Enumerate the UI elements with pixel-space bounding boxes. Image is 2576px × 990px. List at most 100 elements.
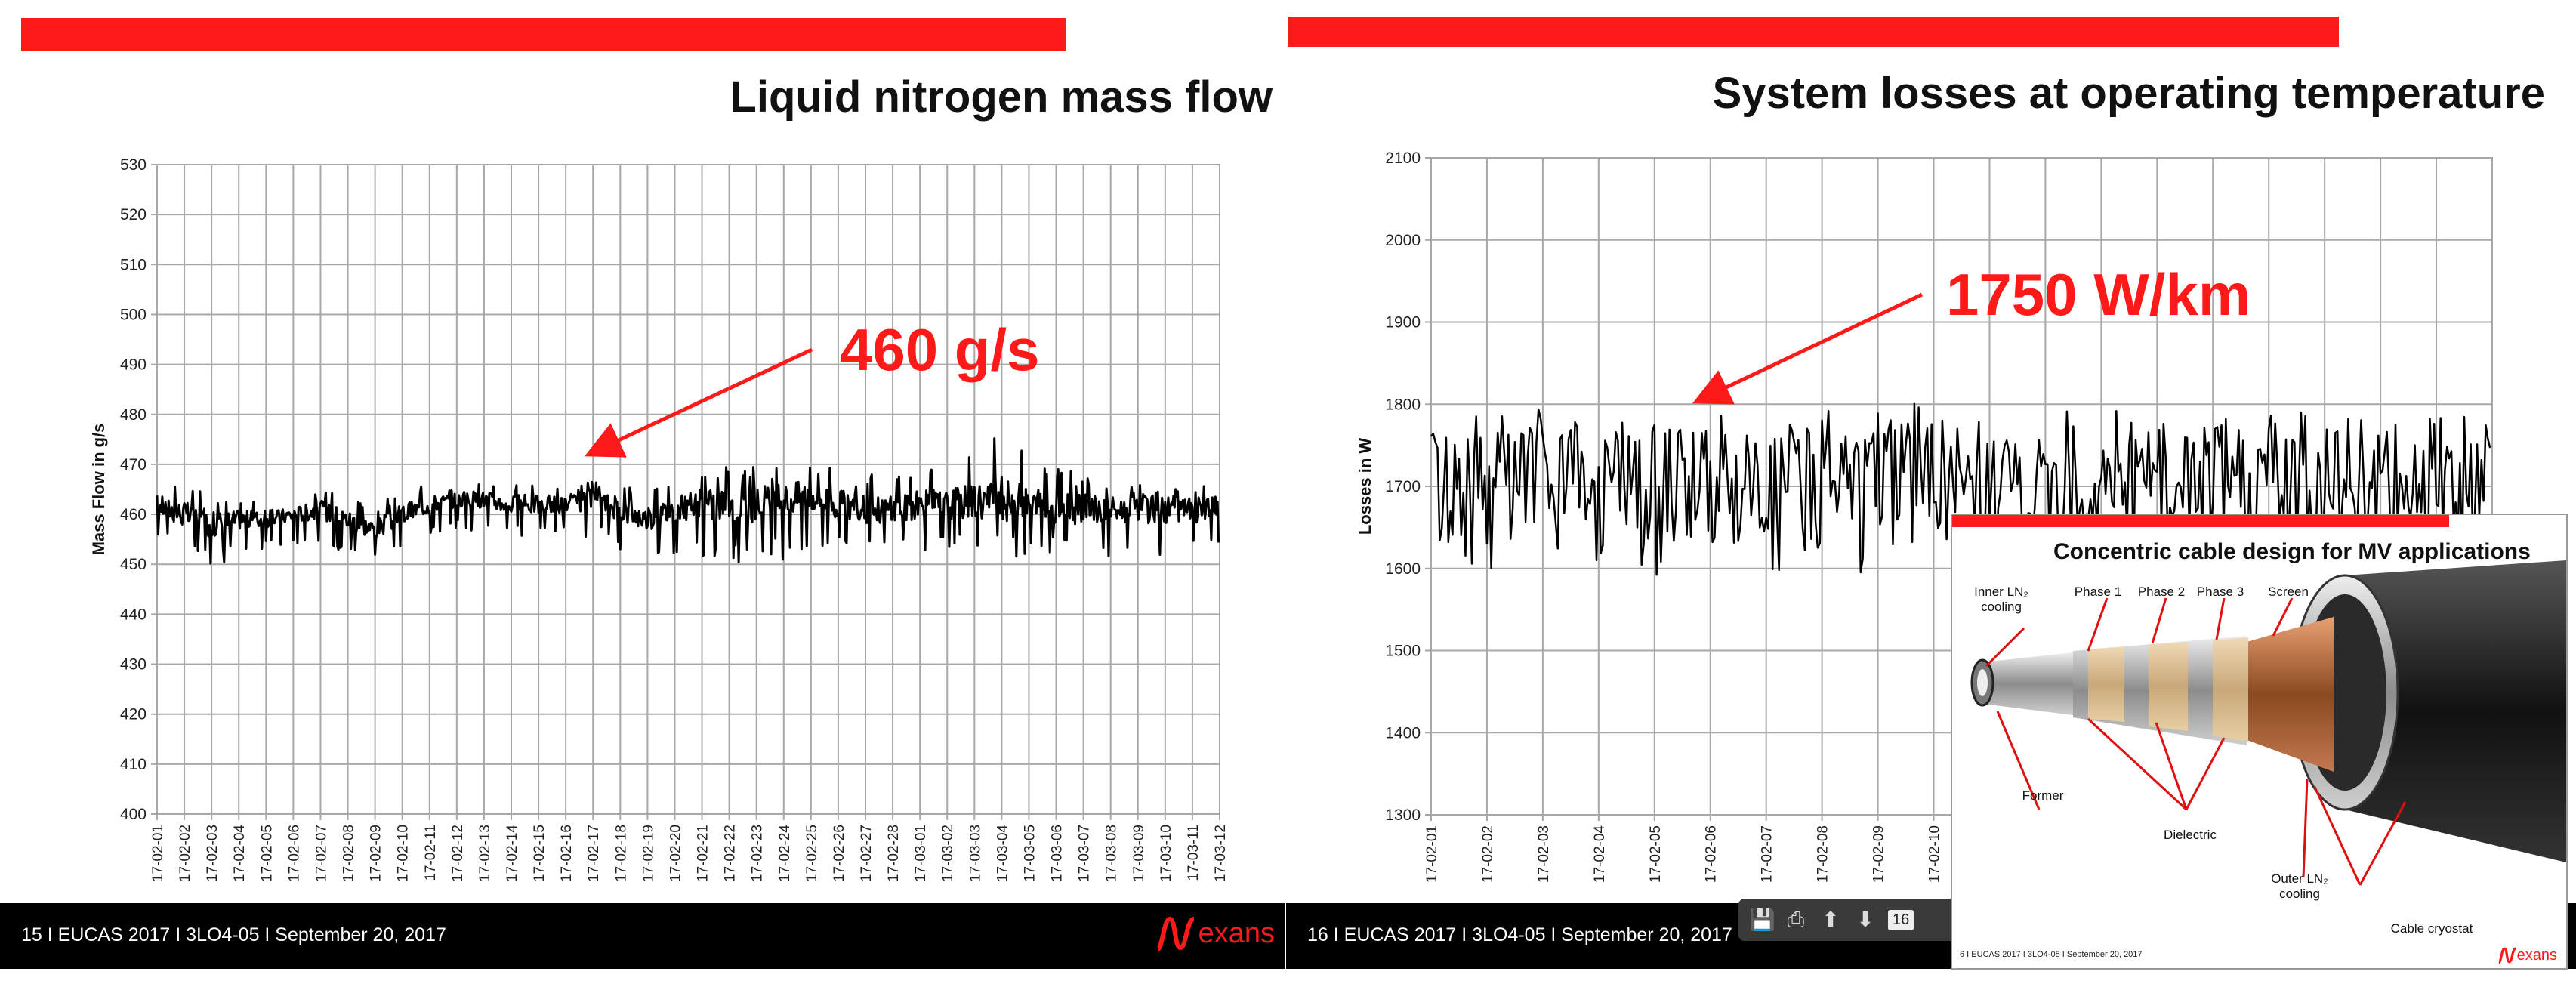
y-tick-label: 410 bbox=[120, 756, 147, 773]
y-tick-label: 1600 bbox=[1385, 560, 1421, 578]
y-tick-label: 1400 bbox=[1385, 724, 1421, 742]
y-tick-label: 430 bbox=[120, 656, 147, 674]
x-tick-label: 17-03-06 bbox=[1050, 825, 1066, 882]
viewer-toolbar: 💾 ⎙ ⬆ ⬇ 16 bbox=[1738, 899, 1986, 941]
nexans-wave-icon bbox=[1155, 916, 1195, 951]
x-tick-label: 17-02-08 bbox=[1816, 825, 1831, 883]
x-tick-label: 17-02-02 bbox=[1480, 825, 1496, 883]
arrow-up-icon[interactable]: ⬆ bbox=[1822, 908, 1840, 931]
inset-footer-text: 6 I EUCAS 2017 I 3LO4-05 I September 20,… bbox=[1960, 950, 2143, 959]
inset-title: Concentric cable design for MV applicati… bbox=[2053, 539, 2531, 564]
y-tick-label: 530 bbox=[120, 156, 147, 174]
left-nexans-logo: exans bbox=[1155, 912, 1275, 955]
x-tick-label: 17-03-04 bbox=[995, 825, 1010, 882]
x-tick-label: 17-02-26 bbox=[831, 825, 847, 882]
x-tick-label: 17-02-07 bbox=[1760, 825, 1775, 883]
y-axis-label: Mass Flow in g/s bbox=[89, 424, 108, 556]
x-tick-label: 17-02-12 bbox=[450, 825, 466, 882]
x-tick-label: 17-02-15 bbox=[532, 825, 548, 882]
label-phase-1: Phase 1 bbox=[2074, 584, 2122, 599]
label-inner-cooling: Inner LN₂ cooling bbox=[1974, 584, 2028, 614]
x-tick-label: 17-02-07 bbox=[313, 825, 329, 882]
label-former: Former bbox=[2022, 788, 2064, 803]
y-tick-label: 450 bbox=[120, 556, 147, 573]
label-phase-3: Phase 3 bbox=[2196, 584, 2244, 599]
x-tick-label: 17-02-23 bbox=[750, 825, 766, 882]
x-tick-label: 17-02-11 bbox=[423, 825, 439, 881]
left-brand-text: exans bbox=[1198, 917, 1275, 949]
x-tick-label: 17-02-03 bbox=[205, 825, 221, 882]
y-tick-label: 520 bbox=[120, 206, 147, 224]
y-tick-label: 480 bbox=[120, 406, 147, 424]
right-footer-text: 16 I EUCAS 2017 I 3LO4-05 I September 20… bbox=[1307, 924, 1732, 945]
y-tick-label: 2100 bbox=[1385, 150, 1421, 167]
label-cable-cryostat: Cable cryostat bbox=[2390, 921, 2473, 936]
label-outer-cooling: Outer LN₂ cooling bbox=[2271, 871, 2328, 901]
x-tick-label: 17-02-01 bbox=[1424, 825, 1440, 883]
x-tick-label: 17-03-03 bbox=[967, 825, 983, 882]
left-callout-arrow bbox=[584, 347, 813, 458]
x-tick-label: 17-03-05 bbox=[1022, 825, 1038, 882]
x-tick-label: 17-02-09 bbox=[369, 825, 384, 882]
x-tick-label: 17-02-16 bbox=[559, 825, 575, 882]
x-tick-label: 17-02-25 bbox=[804, 825, 820, 882]
inset-footer: 6 I EUCAS 2017 I 3LO4-05 I September 20,… bbox=[1952, 942, 2566, 968]
x-tick-label: 17-02-24 bbox=[777, 825, 793, 882]
x-tick-label: 17-02-13 bbox=[477, 825, 493, 882]
x-tick-label: 17-02-21 bbox=[696, 825, 711, 882]
y-tick-label: 490 bbox=[120, 356, 147, 374]
y-tick-label: 2000 bbox=[1385, 232, 1421, 249]
mass-flow-chart: 400 410 420 430 440 450 460 470 480 490 500 510 520 5… bbox=[89, 156, 1229, 882]
left-footer: 15 I EUCAS 2017 I 3LO4-05 I September 20… bbox=[0, 903, 1285, 969]
y-tick-label: 1300 bbox=[1385, 806, 1421, 824]
y-tick-label: 500 bbox=[120, 306, 147, 323]
x-tick-label: 17-02-03 bbox=[1536, 825, 1552, 883]
x-tick-label: 17-02-02 bbox=[177, 825, 193, 882]
right-callout-arrow bbox=[1692, 292, 1924, 405]
series-line bbox=[156, 437, 1220, 565]
cable-design-inset: Concentric cable design for MV applicati… bbox=[1951, 514, 2568, 970]
inset-brand-text: exans bbox=[2516, 947, 2557, 964]
x-tick-label: 17-02-05 bbox=[1648, 825, 1664, 883]
y-tick-label: 1800 bbox=[1385, 396, 1421, 413]
left-slide-title: Liquid nitrogen mass flow bbox=[730, 72, 1273, 122]
x-tick-label: 17-02-01 bbox=[150, 825, 166, 882]
inset-accent-bar bbox=[1952, 515, 2449, 527]
right-slide-title: System losses at operating temperature bbox=[1712, 69, 2545, 118]
right-accent-bar bbox=[1288, 17, 2339, 47]
x-tick-label: 17-03-07 bbox=[1077, 825, 1093, 882]
x-tick-label: 17-02-09 bbox=[1871, 825, 1887, 883]
inset-brand: exans bbox=[2497, 944, 2557, 965]
save-icon[interactable]: 💾 bbox=[1749, 908, 1775, 931]
y-tick-label: 400 bbox=[120, 806, 147, 823]
y-axis-label: Losses in W bbox=[1356, 438, 1374, 535]
x-tick-label: 17-02-04 bbox=[1592, 825, 1608, 883]
plot-area bbox=[156, 164, 1220, 815]
y-tick-label: 460 bbox=[120, 506, 147, 523]
left-footer-text: 15 I EUCAS 2017 I 3LO4-05 I September 20… bbox=[21, 924, 446, 945]
x-tick-label: 17-02-08 bbox=[341, 825, 357, 882]
y-tick-label: 1700 bbox=[1385, 478, 1421, 495]
x-tick-label: 17-03-11 bbox=[1186, 825, 1202, 881]
x-tick-label: 17-03-10 bbox=[1158, 825, 1174, 882]
x-tick-label: 17-02-05 bbox=[259, 825, 275, 882]
x-tick-label: 17-02-06 bbox=[1704, 825, 1720, 883]
x-tick-label: 17-03-01 bbox=[913, 825, 929, 882]
x-tick-label: 17-02-06 bbox=[286, 825, 302, 882]
x-tick-label: 17-02-17 bbox=[586, 825, 602, 882]
x-tick-label: 17-03-09 bbox=[1131, 825, 1147, 882]
y-tick-label: 1500 bbox=[1385, 643, 1421, 660]
y-tick-label: 440 bbox=[120, 606, 147, 623]
y-tick-label: 1900 bbox=[1385, 314, 1421, 332]
label-screen: Screen bbox=[2268, 584, 2309, 599]
x-tick-label: 17-02-19 bbox=[640, 825, 656, 882]
x-tick-label: 17-03-02 bbox=[940, 825, 956, 882]
page-number-field[interactable]: 16 bbox=[1888, 909, 1914, 930]
left-callout-value: 460 g/s bbox=[840, 316, 1040, 383]
x-tick-label: 17-03-08 bbox=[1104, 825, 1120, 882]
print-icon[interactable]: ⎙ bbox=[1787, 908, 1805, 931]
label-phase-2: Phase 2 bbox=[2137, 584, 2186, 599]
arrow-down-icon[interactable]: ⬇ bbox=[1856, 908, 1874, 931]
nexans-wave-icon bbox=[2497, 947, 2516, 964]
